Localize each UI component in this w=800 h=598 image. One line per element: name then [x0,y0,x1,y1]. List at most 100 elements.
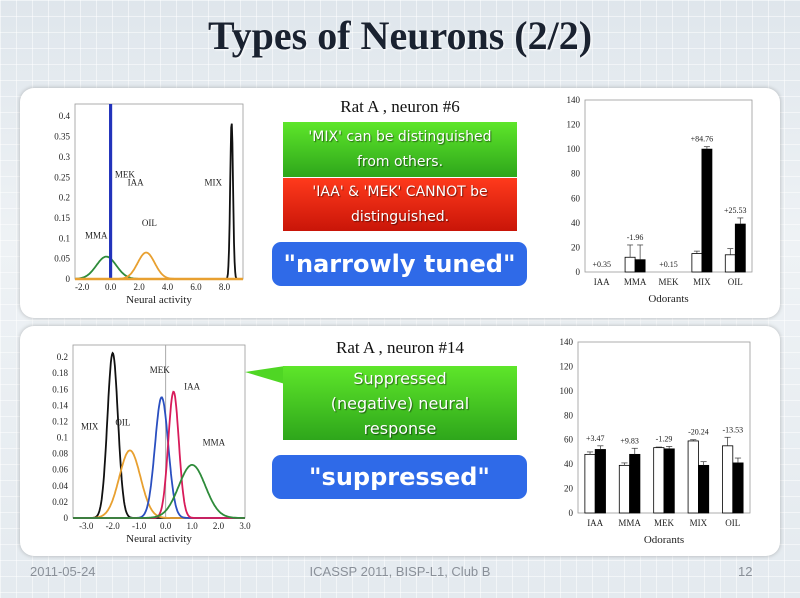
x-tick-label: -3.0 [79,521,94,531]
y-tick-label: 0.25 [54,172,70,182]
x-tick-label: MIX [690,518,708,528]
x-tick-label: 2.0 [133,282,145,292]
x-tick-label: 1.0 [186,521,198,531]
y-tick-label: 0.16 [52,384,68,394]
annotation-oil: OIL [142,218,157,228]
y-tick-label: 0.06 [52,465,68,475]
y-tick-label: 20 [564,484,574,494]
footer-date: 2011-05-24 [30,564,96,579]
bar-mek-0 [653,447,665,514]
x-tick-label: MEK [654,518,675,528]
bar-value-label: +84.76 [691,135,714,144]
x-tick-label: 3.0 [239,521,251,531]
bar-mix-1 [701,148,713,273]
bar-value-label: -13.53 [722,425,743,434]
bar-value-label: +0.15 [659,260,678,269]
y-tick-label: 0.05 [54,254,70,264]
bar-mma-0 [624,256,636,273]
x-axis-label: Odorants [644,534,684,546]
y-tick-label: 0.2 [57,352,68,362]
y-tick-label: 0.04 [52,481,68,491]
series-oil [73,449,245,519]
y-tick-label: 0 [64,513,69,523]
y-tick-label: 0.1 [59,233,70,243]
x-tick-label: MIX [693,277,711,287]
y-tick-label: 0.18 [52,368,68,378]
slide-title: Types of Neurons (2/2) [207,13,593,58]
y-tick-label: 0.12 [52,416,68,426]
x-tick-label: 2.0 [213,521,225,531]
y-tick-label: 80 [571,169,581,179]
y-tick-label: 140 [560,337,574,347]
x-tick-label: 0.0 [160,521,172,531]
x-tick-label: OIL [728,277,743,287]
y-tick-label: 120 [567,120,581,130]
bar-iaa-1 [594,449,606,514]
bar-mma-1 [634,259,646,273]
x-tick-label: 8.0 [219,282,231,292]
bar-value-label: +0.35 [592,260,611,269]
plot-frame [584,99,753,273]
x-tick-label: MMA [618,518,641,528]
tag-suppressed: "suppressed" [272,455,527,499]
series-mek [73,396,245,519]
bar-value-label: +9.83 [620,436,639,445]
caption-neuron-14: Rat A , neuron #14 [336,338,464,357]
x-tick-label: 6.0 [190,282,202,292]
bar-mek-1 [663,448,675,514]
series-mix [75,123,243,280]
bar-mma-0 [618,464,631,514]
y-tick-label: 0.1 [57,433,68,443]
y-tick-label: 0.2 [59,193,70,203]
bar-value-label: -1.96 [627,233,644,242]
y-tick-label: 60 [571,193,581,203]
y-tick-label: 80 [564,410,574,420]
x-axis-label: Neural activity [126,533,192,545]
footer-page-number: 12 [738,564,753,579]
annotation-mma: MMA [203,438,226,448]
annotation-mek: MEK [150,365,171,375]
annotation-iaa: IAA [128,177,144,187]
note-iaa-mek: 'IAA' & 'MEK' CANNOT be distinguished. [283,178,517,231]
bar-value-label: -20.24 [688,428,709,437]
y-tick-label: 0.3 [59,152,71,162]
series-oil [75,251,243,280]
y-tick-label: 40 [564,459,574,469]
y-tick-label: 140 [567,95,581,105]
bar-iaa-0 [584,453,596,514]
note-mix-distinguished: 'MIX' can be distinguished from others. [283,122,517,177]
annotation-mek: MEK [115,169,136,179]
x-tick-label: OIL [725,518,740,528]
x-tick-label: MMA [624,277,647,287]
y-tick-label: 120 [560,361,574,371]
bar-mix-0 [687,440,699,514]
y-tick-label: 100 [560,386,574,396]
bar-mma-1 [629,453,641,514]
x-tick-label: -2.0 [75,282,90,292]
y-tick-label: 20 [571,242,581,252]
x-tick-label: 0.0 [105,282,117,292]
x-axis-label: Neural activity [126,294,192,306]
y-tick-label: 0.4 [59,111,71,121]
bar-oil-1 [734,223,746,273]
bar-value-label: +3.47 [586,434,605,443]
x-tick-label: 4.0 [162,282,174,292]
bar-value-label: -1.29 [656,434,673,443]
bar-value-label: +25.53 [724,206,747,215]
bar-oil-0 [722,445,734,514]
caption-neuron-6: Rat A , neuron #6 [340,97,460,116]
x-axis-label: Odorants [648,293,688,305]
plot-frame [74,103,244,280]
annotation-iaa: IAA [184,381,200,391]
series-mma [75,255,243,280]
series-mma [73,464,245,519]
y-tick-label: 0 [569,508,574,518]
note-suppressed: Suppressed (negative) neural response [283,366,517,440]
annotation-oil: OIL [115,417,130,427]
x-tick-label: -2.0 [106,521,121,531]
y-tick-label: 40 [571,218,581,228]
x-tick-label: IAA [587,518,603,528]
x-tick-label: IAA [594,277,610,287]
y-tick-label: 0.08 [52,449,68,459]
